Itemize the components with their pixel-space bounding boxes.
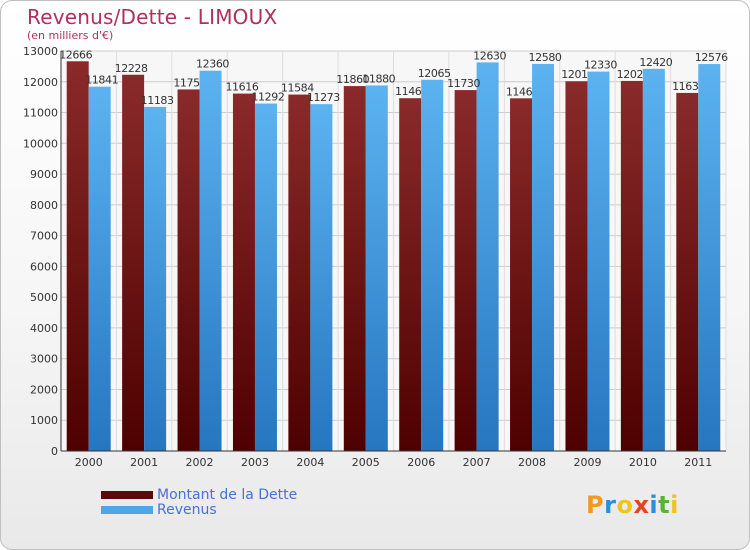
data-label-revenus: 12360	[196, 58, 229, 71]
y-tick-label: 7000	[30, 230, 58, 243]
legend-label-revenus: Revenus	[157, 502, 217, 518]
y-tick-label: 13000	[23, 45, 58, 58]
bar-revenus-2011	[698, 64, 721, 452]
logo-letter: r	[604, 491, 617, 519]
x-tick-label: 2011	[684, 456, 712, 469]
data-label-revenus: 11292	[251, 91, 284, 104]
y-tick-label: 9000	[30, 168, 58, 181]
y-tick-label: 8000	[30, 199, 58, 212]
data-label-dette: 1163	[672, 80, 699, 93]
data-label-dette: 11730	[447, 77, 480, 90]
data-label-dette: 12228	[115, 62, 148, 75]
bar-revenus-2000	[88, 86, 111, 452]
data-label-revenus: 11841	[85, 74, 118, 87]
logo-letter: i	[670, 491, 679, 519]
y-tick-label: 3000	[30, 353, 58, 366]
bar-dette-2001	[122, 74, 145, 451]
bar-dette-2009	[565, 81, 588, 451]
bar-dette-2000	[66, 61, 89, 452]
logo-letter: o	[616, 491, 634, 519]
bar-dette-2006	[399, 98, 422, 451]
x-tick-label: 2003	[241, 456, 269, 469]
y-tick-label: 6000	[30, 260, 58, 273]
bar-dette-2004	[288, 94, 311, 452]
y-tick-label: 12000	[23, 76, 58, 89]
data-labels: 1266611841122281118311751236011616112921…	[59, 48, 728, 107]
x-tick-label: 2009	[573, 456, 601, 469]
data-label-dette: 1175	[173, 76, 200, 89]
legend-swatch-revenus	[101, 506, 153, 514]
data-label-revenus: 12420	[639, 56, 672, 69]
x-tick-label: 2000	[75, 456, 103, 469]
bar-revenus-2007	[476, 62, 499, 452]
x-tick-label: 2010	[629, 456, 657, 469]
bar-revenus-2001	[144, 106, 167, 452]
proxiti-logo: Proxiti	[586, 491, 679, 519]
data-label-dette: 11616	[225, 81, 258, 94]
legend-label-debt: Montant de la Dette	[157, 487, 298, 503]
x-tick-label: 2004	[296, 456, 324, 469]
data-label-revenus: 11183	[141, 94, 174, 107]
y-tick-label: 4000	[30, 322, 58, 335]
legend-item-debt: Montant de la Dette	[101, 487, 298, 503]
data-label-revenus: 12330	[584, 59, 617, 72]
bar-revenus-2004	[310, 104, 333, 451]
axes: 0 1000 2000 3000 4000 5000 6000 7000 8000 9000 100…	[23, 45, 726, 469]
bar-dette-2002	[177, 89, 200, 451]
y-tick-label: 10000	[23, 137, 58, 150]
x-tick-label: 2007	[463, 456, 491, 469]
data-label-dette: 11860	[336, 73, 369, 86]
data-label-dette: 1201	[561, 68, 587, 81]
x-tick-label: 2006	[407, 456, 435, 469]
logo-letter: P	[586, 491, 605, 519]
grid-lines	[60, 50, 727, 452]
bar-dette-2005	[343, 86, 366, 452]
bar-revenus-2003	[254, 103, 277, 452]
bar-revenus-2006	[421, 79, 444, 452]
data-label-revenus: 12580	[529, 51, 562, 64]
x-tick-label: 2005	[352, 456, 380, 469]
bars	[66, 61, 721, 452]
y-tick-label: 0	[51, 445, 58, 458]
legend-item-revenus: Revenus	[101, 502, 217, 518]
logo-letter: x	[633, 491, 650, 519]
data-label-dette: 11584	[281, 82, 314, 95]
y-tick-label: 11000	[23, 107, 58, 120]
bar-revenus-2008	[532, 63, 555, 452]
bar-revenus-2010	[642, 68, 665, 451]
bar-dette-2007	[454, 90, 477, 452]
data-label-revenus: 11880	[362, 72, 395, 85]
logo-letter: t	[658, 491, 671, 519]
x-tick-label: 2001	[130, 456, 158, 469]
data-label-dette: 1146	[506, 85, 533, 98]
chart-title: Revenus/Dette - LIMOUX	[27, 5, 278, 29]
y-tick-label: 5000	[30, 291, 58, 304]
y-tick-label: 2000	[30, 383, 58, 396]
chart-subtitle: (en milliers d'€)	[27, 29, 114, 42]
data-label-revenus: 11273	[307, 91, 340, 104]
bar-dette-2011	[676, 92, 699, 451]
y-tick-label: 1000	[30, 414, 58, 427]
bar-revenus-2002	[199, 70, 222, 451]
data-label-dette: 1146	[395, 85, 422, 98]
x-tick-label: 2008	[518, 456, 546, 469]
bar-dette-2010	[620, 80, 643, 451]
bar-revenus-2009	[587, 71, 610, 451]
data-label-dette: 1202	[617, 68, 643, 81]
data-label-revenus: 12630	[473, 49, 506, 62]
legend-swatch-debt	[101, 491, 153, 499]
data-label-dette: 12666	[59, 48, 92, 61]
x-tick-label: 2002	[186, 456, 214, 469]
data-label-revenus: 12065	[418, 67, 451, 80]
logo-letter: i	[649, 491, 659, 519]
bar-dette-2003	[232, 93, 255, 451]
data-label-revenus: 12576	[695, 51, 728, 64]
bar-dette-2008	[510, 98, 533, 452]
bar-revenus-2005	[365, 85, 388, 451]
